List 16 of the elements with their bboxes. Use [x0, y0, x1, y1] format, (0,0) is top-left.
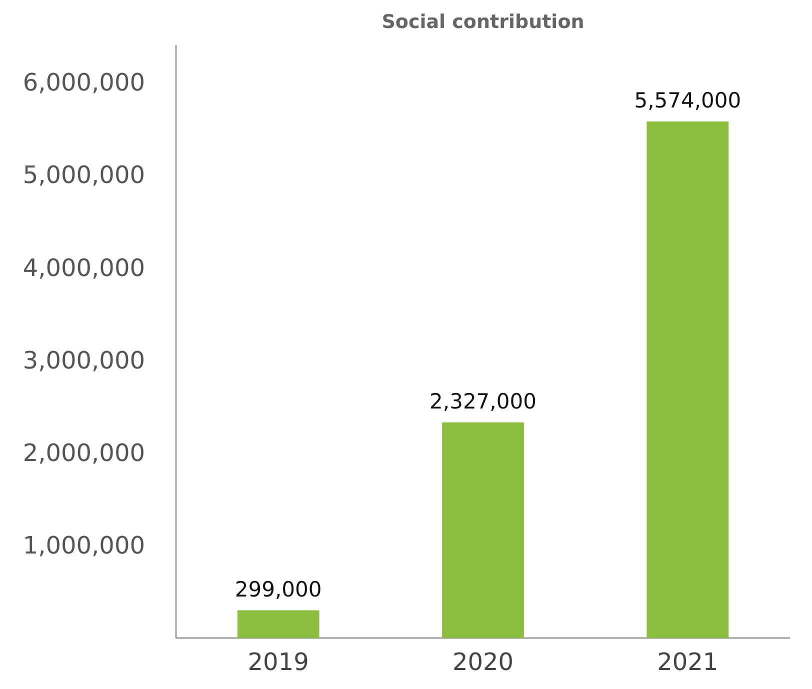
y-tick-label: 5,000,000 — [22, 161, 145, 190]
y-tick-label: 4,000,000 — [22, 254, 145, 282]
chart-title: Social contribution — [382, 11, 584, 33]
bar — [646, 122, 729, 638]
x-tick-label: 2020 — [452, 648, 514, 676]
bar — [442, 422, 524, 638]
x-tick-label: 2021 — [657, 648, 718, 676]
y-tick-label: 6,000,000 — [22, 68, 145, 96]
bar — [237, 610, 320, 638]
data-label: 299,000 — [234, 577, 322, 602]
y-tick-label: 1,000,000 — [22, 532, 145, 560]
data-label: 2,327,000 — [430, 389, 536, 414]
x-tick-label: 2019 — [248, 648, 309, 676]
y-tick-label: 2,000,000 — [22, 439, 145, 468]
data-label: 5,574,000 — [634, 88, 742, 113]
y-tick-label: 3,000,000 — [22, 346, 145, 374]
